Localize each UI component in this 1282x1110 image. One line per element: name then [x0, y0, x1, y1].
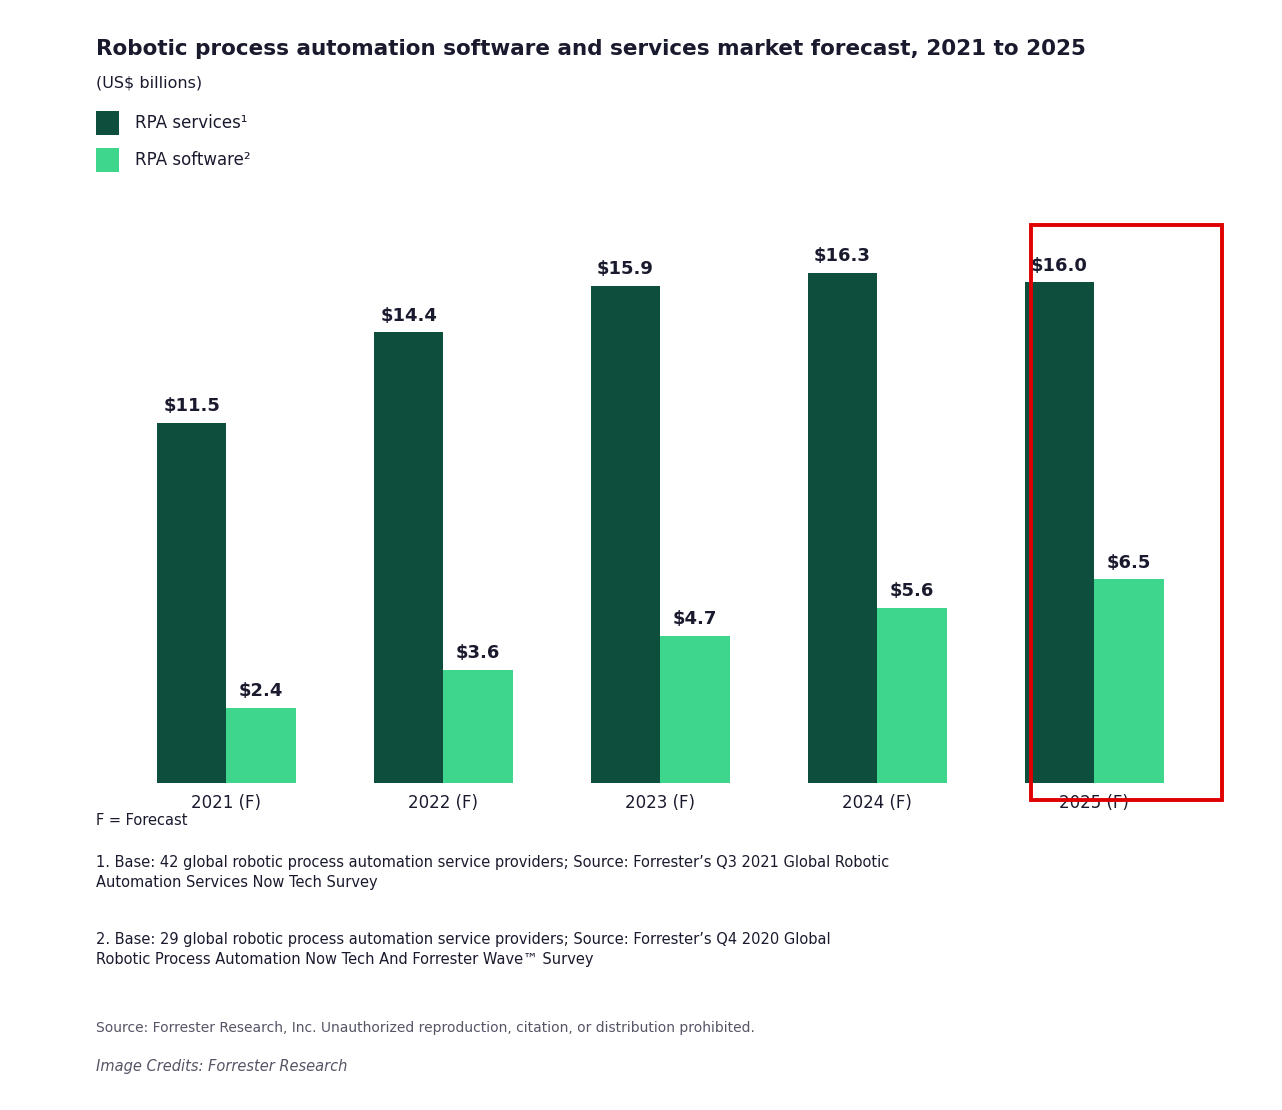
Text: $16.0: $16.0 [1031, 256, 1088, 274]
Text: 1. Base: 42 global robotic process automation service providers; Source: Forrest: 1. Base: 42 global robotic process autom… [96, 855, 890, 889]
Bar [227, 707, 296, 783]
Text: $3.6: $3.6 [456, 644, 500, 663]
Bar [1094, 579, 1164, 783]
Text: $16.3: $16.3 [814, 248, 870, 265]
Text: $2.4: $2.4 [238, 682, 283, 699]
Text: Source: Forrester Research, Inc. Unauthorized reproduction, citation, or distrib: Source: Forrester Research, Inc. Unautho… [96, 1021, 755, 1036]
Bar [660, 636, 729, 783]
Text: $15.9: $15.9 [597, 260, 654, 278]
Bar [591, 285, 660, 783]
Bar [156, 423, 227, 783]
Text: 2. Base: 29 global robotic process automation service providers; Source: Forrest: 2. Base: 29 global robotic process autom… [96, 932, 831, 967]
Bar [877, 607, 946, 783]
Text: F = Forecast: F = Forecast [96, 813, 187, 828]
Text: (US$ billions): (US$ billions) [96, 75, 203, 91]
Bar [1024, 282, 1094, 783]
Bar [808, 273, 877, 783]
Bar [374, 333, 444, 783]
Text: $4.7: $4.7 [673, 609, 717, 628]
Text: RPA services¹: RPA services¹ [135, 114, 247, 132]
Text: Image Credits: Forrester Research: Image Credits: Forrester Research [96, 1059, 347, 1074]
Bar [444, 670, 513, 783]
Text: RPA software²: RPA software² [135, 151, 250, 169]
Text: $11.5: $11.5 [163, 397, 221, 415]
Text: $6.5: $6.5 [1106, 554, 1151, 572]
Text: $14.4: $14.4 [381, 306, 437, 324]
Text: Robotic process automation software and services market forecast, 2021 to 2025: Robotic process automation software and … [96, 39, 1086, 59]
Text: $5.6: $5.6 [890, 582, 935, 599]
